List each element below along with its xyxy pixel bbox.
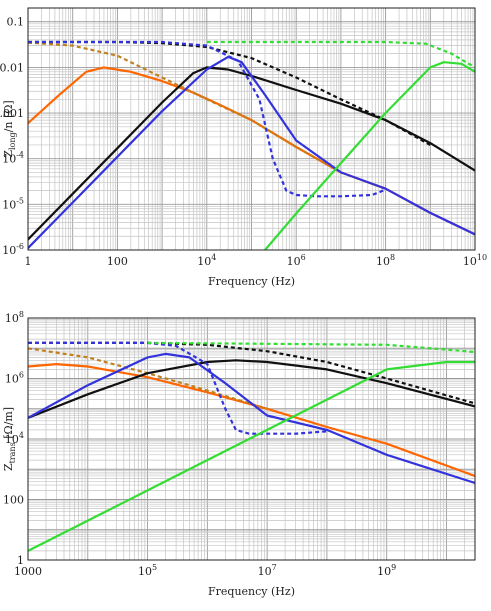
y-tick-label: 0.001 xyxy=(0,107,24,120)
y-axis-label: Zlong/n [Ω] xyxy=(2,100,17,157)
chart-1: 110010410610810100.10.010.00110-410-510-… xyxy=(0,7,487,288)
series-group xyxy=(28,341,475,552)
x-axis-label: Frequency (Hz) xyxy=(208,275,295,288)
x-tick-label: 108 xyxy=(376,253,395,268)
y-tick-label: 108 xyxy=(5,310,24,325)
series-line-6-dashed xyxy=(28,40,387,198)
series-line-5 xyxy=(28,352,475,485)
series-line-8-dashed xyxy=(147,341,475,354)
x-tick-label: 106 xyxy=(287,253,306,268)
x-tick-label: 100 xyxy=(107,255,128,268)
y-tick-label: 106 xyxy=(5,371,24,386)
series-line-1 xyxy=(28,363,475,478)
x-tick-label: 105 xyxy=(138,563,157,578)
series-line-7 xyxy=(263,61,475,250)
y-tick-label: 10-6 xyxy=(2,242,24,257)
series-line-8-dashed xyxy=(206,40,475,69)
x-tick-label: 107 xyxy=(258,563,277,578)
x-tick-label: 104 xyxy=(197,253,216,268)
series-line-2-dashed xyxy=(28,41,386,190)
series-group xyxy=(28,40,475,250)
x-axis-label: Frequency (Hz) xyxy=(208,585,295,598)
y-tick-label: 0.1 xyxy=(7,16,25,29)
y-tick-label: 10-5 xyxy=(2,196,24,211)
x-tick-label: 1010 xyxy=(463,253,487,268)
grid xyxy=(27,317,476,561)
series-line-6-dashed xyxy=(28,341,327,435)
y-axis-label: Ztrans [Ω/m] xyxy=(2,407,17,471)
x-tick-label: 1 xyxy=(25,255,32,268)
series-line-5 xyxy=(28,55,475,250)
plot-frame xyxy=(27,7,476,251)
x-tick-label: 109 xyxy=(377,563,396,578)
grid xyxy=(27,7,476,251)
y-tick-label: 100 xyxy=(3,494,24,507)
y-tick-label: 1 xyxy=(17,554,24,567)
y-tick-label: 0.01 xyxy=(0,61,24,74)
series-line-7 xyxy=(28,360,475,552)
series-line-3 xyxy=(28,359,475,419)
x-tick-label: 1000 xyxy=(14,565,42,578)
plot-frame xyxy=(27,317,476,561)
series-line-4-dashed xyxy=(28,40,431,146)
